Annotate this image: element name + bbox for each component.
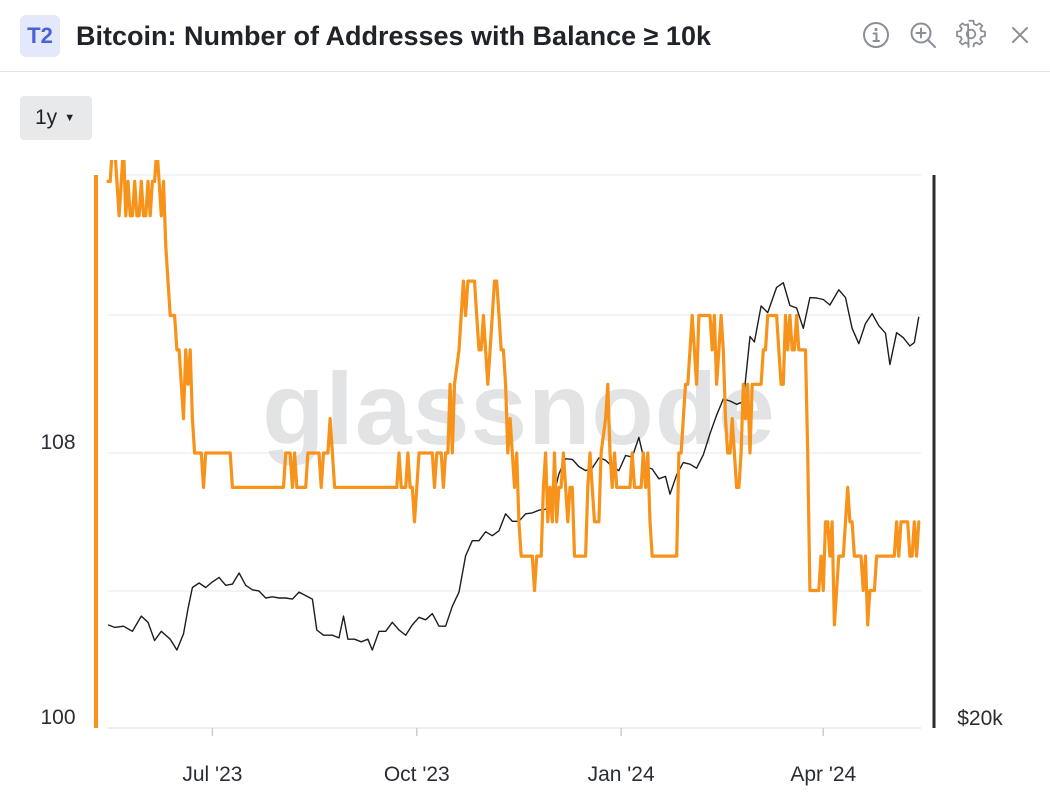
range-selector[interactable]: 1y ▼ [20,96,92,140]
zoom-in-icon[interactable] [907,19,939,51]
y-left-tick-label: 108 [40,431,75,454]
y-left-tick-label: 100 [40,706,75,729]
price-series-line[interactable] [107,282,920,651]
x-axis-ticks: Jul '23 Oct '23 Jan '24 Apr '24 [182,728,857,786]
info-icon[interactable] [860,19,892,51]
close-icon[interactable] [1004,19,1036,51]
chevron-down-icon: ▼ [64,112,76,124]
tier-badge: T2 [20,15,60,57]
y-right-tick-label: $20k [957,707,1003,730]
chart-title: Bitcoin: Number of Addresses with Balanc… [76,21,711,51]
gear-icon[interactable] [955,19,987,51]
x-tick-label: Apr '24 [790,763,856,786]
chart: glassnode Jul '23 Oct '23 Jan '24 Apr '24 1… [40,160,1003,786]
y-axis-ticks: 108 100 $20k [40,431,1003,730]
x-tick-label: Jan '24 [588,763,655,786]
range-selector-label: 1y [35,106,58,129]
x-tick-label: Jul '23 [182,763,242,786]
watermark: glassnode [262,352,775,466]
addresses-series-line[interactable] [106,160,921,627]
x-tick-label: Oct '23 [384,763,450,786]
chart-header: T2 Bitcoin: Number of Addresses with Bal… [0,0,1050,72]
